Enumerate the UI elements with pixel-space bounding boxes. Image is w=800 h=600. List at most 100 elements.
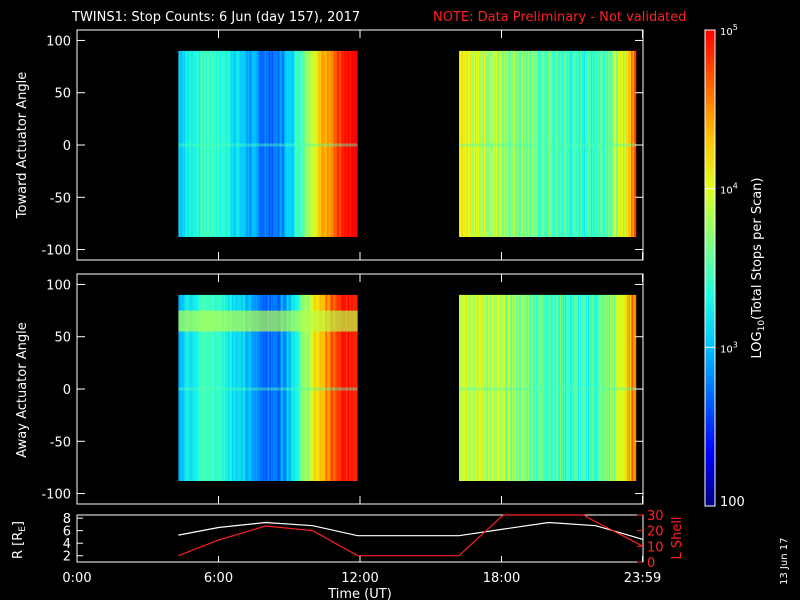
heatmap-column bbox=[285, 50, 287, 238]
heatmap-column bbox=[328, 50, 330, 238]
heatmap-column bbox=[529, 50, 531, 238]
heatmap-column bbox=[251, 50, 253, 238]
heatmap-column bbox=[494, 294, 496, 481]
heatmap-column bbox=[206, 294, 208, 481]
heatmap-column bbox=[318, 294, 320, 481]
heatmap-column bbox=[631, 294, 633, 481]
heatmap-column bbox=[203, 50, 205, 238]
heatmap-column bbox=[199, 294, 201, 481]
heatmap-column bbox=[586, 294, 588, 481]
heatmap-column bbox=[303, 294, 305, 481]
heatmap-column bbox=[531, 50, 533, 238]
heatmap-column bbox=[237, 50, 239, 238]
heatmap-column bbox=[311, 50, 313, 238]
heatmap-column bbox=[188, 294, 190, 481]
heatmap-column bbox=[498, 50, 500, 238]
heatmap-column bbox=[545, 50, 547, 238]
heatmap-column bbox=[318, 50, 320, 238]
heatmap-column bbox=[573, 294, 575, 481]
heatmap-column bbox=[508, 50, 510, 238]
heatmap-column bbox=[536, 294, 538, 481]
heatmap-column bbox=[219, 50, 221, 238]
heatmap-column bbox=[581, 294, 583, 481]
heatmap-column bbox=[192, 50, 194, 238]
preliminary-note: NOTE: Data Preliminary - Not validated bbox=[433, 10, 687, 25]
heatmap-column bbox=[306, 294, 308, 481]
heatmap-column bbox=[223, 50, 225, 238]
heatmap-column bbox=[324, 50, 326, 238]
x-axis: 0:00 6:00 12:00 18:00 23:59 bbox=[62, 571, 661, 586]
x-tick-label: 12:00 bbox=[341, 571, 378, 586]
heatmap-column bbox=[527, 294, 529, 481]
heatmap-column bbox=[535, 294, 537, 481]
heatmap-column bbox=[266, 50, 268, 238]
heatmap-column bbox=[587, 50, 589, 238]
y-tick-label: -100 bbox=[41, 488, 71, 503]
heatmap-column bbox=[279, 294, 281, 481]
heatmap-column bbox=[495, 50, 497, 238]
heatmap-column bbox=[187, 294, 189, 481]
heatmap-column bbox=[578, 294, 580, 481]
heatmap-column bbox=[348, 294, 350, 481]
heatmap-column bbox=[598, 50, 600, 238]
heatmap-column bbox=[204, 50, 206, 238]
colorbar-tick-label: 105 bbox=[720, 23, 738, 38]
heatmap-column bbox=[580, 294, 582, 481]
heatmap-column bbox=[288, 50, 290, 238]
heatmap-column bbox=[241, 294, 243, 481]
heatmap-column bbox=[242, 50, 244, 238]
heatmap-column bbox=[227, 50, 229, 238]
heatmap-column bbox=[270, 294, 272, 481]
heatmap-column bbox=[522, 294, 524, 481]
heatmap-column bbox=[181, 50, 183, 238]
heatmap-column bbox=[485, 294, 487, 481]
heatmap-column bbox=[315, 294, 317, 481]
heatmap-column bbox=[526, 294, 528, 481]
heatmap-column bbox=[623, 50, 625, 238]
heatmap-column bbox=[264, 294, 266, 481]
heatmap-column bbox=[301, 50, 303, 238]
heatmap-column bbox=[624, 294, 626, 481]
heatmap-column bbox=[550, 50, 552, 238]
toward-ylabel: Toward Actuator Angle bbox=[15, 72, 30, 219]
heatmap-column bbox=[530, 50, 532, 238]
heatmap-column bbox=[567, 50, 569, 238]
heatmap-column bbox=[207, 50, 209, 238]
heatmap-column bbox=[345, 294, 347, 481]
heatmap-column bbox=[635, 50, 637, 238]
heatmap-column bbox=[479, 294, 481, 481]
heatmap-column bbox=[275, 294, 277, 481]
heatmap-column bbox=[334, 294, 336, 481]
heatmap-column bbox=[578, 50, 580, 238]
heatmap-column bbox=[505, 294, 507, 481]
heatmap-column bbox=[267, 50, 269, 238]
heatmap-column bbox=[533, 50, 535, 238]
heatmap-column bbox=[263, 294, 265, 481]
heatmap-column bbox=[532, 50, 534, 238]
heatmap-column bbox=[518, 294, 520, 481]
heatmap-column bbox=[585, 294, 587, 481]
heatmap-column bbox=[329, 294, 331, 481]
heatmap-column bbox=[272, 50, 274, 238]
heatmap-column bbox=[604, 50, 606, 238]
heatmap-column bbox=[507, 294, 509, 481]
heatmap-column bbox=[281, 294, 283, 481]
heatmap-column bbox=[338, 50, 340, 238]
heatmap-column bbox=[187, 50, 189, 238]
heatmap-column bbox=[284, 50, 286, 238]
heatmap-column bbox=[553, 294, 555, 481]
heatmap-column bbox=[633, 294, 635, 481]
heatmap-column bbox=[311, 294, 313, 481]
orbit-right-tick-label: 30 bbox=[647, 509, 664, 524]
heatmap-column bbox=[496, 294, 498, 481]
heatmap-column bbox=[482, 50, 484, 238]
heatmap-column bbox=[620, 294, 622, 481]
heatmap-column bbox=[515, 294, 517, 481]
heatmap-column bbox=[586, 50, 588, 238]
x-tick-label: 0:00 bbox=[62, 571, 91, 586]
heatmap-column bbox=[599, 50, 601, 238]
heatmap-column bbox=[283, 50, 285, 238]
heatmap-column bbox=[182, 294, 184, 481]
heatmap-column bbox=[475, 50, 477, 238]
heatmap-column bbox=[261, 50, 263, 238]
